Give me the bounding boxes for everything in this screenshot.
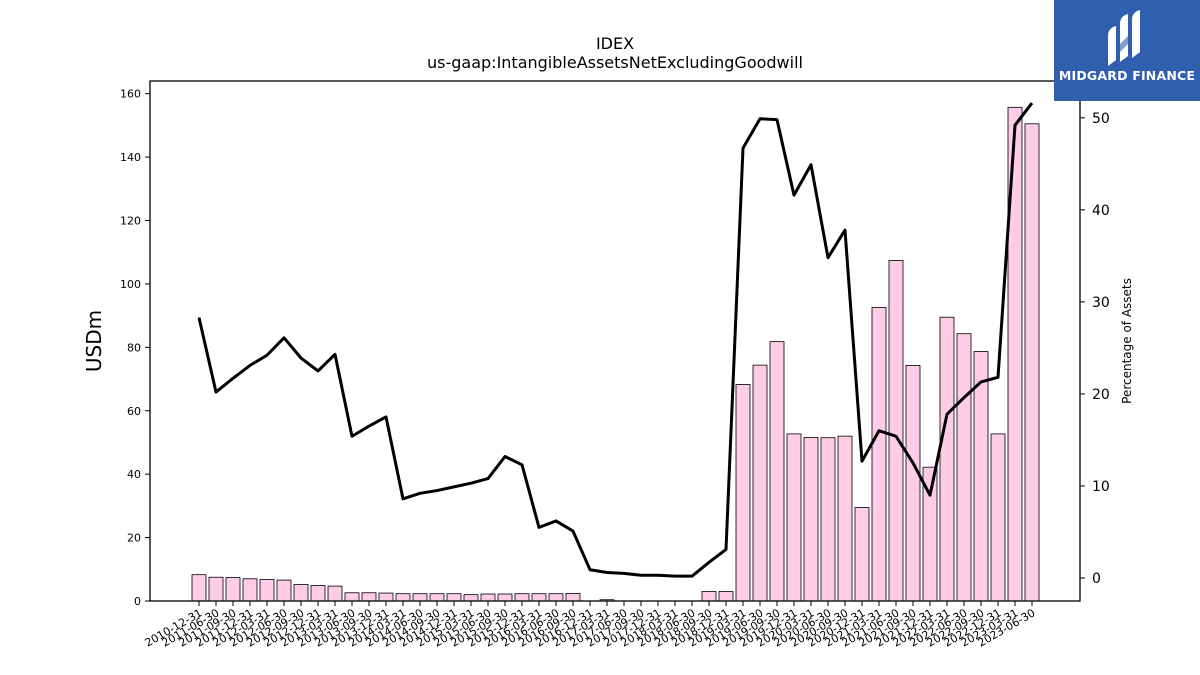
y-tick-label: 80 — [127, 341, 141, 354]
bar — [412, 593, 428, 602]
bar — [480, 593, 496, 602]
bar — [837, 435, 853, 602]
bar — [191, 574, 207, 602]
bar — [939, 316, 955, 602]
bar — [905, 365, 921, 602]
bar — [888, 260, 904, 602]
bar — [871, 306, 887, 602]
bar — [242, 578, 258, 602]
y2-tick-label: 50 — [1092, 111, 1110, 127]
bar — [752, 364, 768, 602]
y-tick-label: 20 — [127, 532, 141, 545]
y-tick-label: 100 — [120, 278, 141, 291]
bar — [718, 591, 734, 602]
bar — [701, 591, 717, 602]
bar — [854, 507, 870, 602]
y-tick-label: 0 — [134, 595, 141, 608]
bar — [803, 436, 819, 602]
bar — [446, 593, 462, 602]
bar — [344, 592, 360, 602]
bar — [548, 593, 564, 602]
bar — [973, 351, 989, 602]
plot-frame — [149, 80, 1081, 602]
y2-tick-label: 30 — [1092, 295, 1110, 311]
x-axis: 2010-12-312011-06-302011-09-302011-12-31… — [143, 601, 1038, 650]
y-tick-label: 60 — [127, 405, 141, 418]
y-tick-label: 160 — [120, 88, 141, 101]
bar — [463, 594, 479, 602]
chart-subtitle: us-gaap:IntangibleAssetsNetExcludingGood… — [427, 53, 803, 72]
bar-series — [191, 106, 1040, 602]
bar — [259, 579, 275, 602]
y-tick-label: 120 — [120, 215, 141, 228]
logo-text: MIDGARD FINANCE — [1058, 68, 1196, 83]
bar — [395, 593, 411, 602]
bar — [225, 577, 241, 602]
y-axis-label: USDm — [82, 310, 106, 372]
bar — [276, 579, 292, 602]
bar — [1024, 123, 1040, 602]
y2-tick-label: 40 — [1092, 203, 1110, 219]
y-axis-left: 0 20 40 60 80 100 120 140 160 — [120, 88, 150, 608]
bar — [361, 592, 377, 602]
bar — [531, 593, 547, 602]
logo-mark-icon — [1108, 10, 1140, 66]
bar — [990, 433, 1006, 602]
bar — [429, 593, 445, 602]
bar — [378, 592, 394, 602]
bar — [769, 341, 785, 602]
bar — [327, 585, 343, 602]
bar — [514, 593, 530, 602]
y-tick-label: 40 — [127, 468, 141, 481]
percentage-line — [197, 102, 1034, 578]
bar — [497, 593, 513, 602]
bar — [310, 585, 326, 602]
y2-tick-label: 0 — [1092, 571, 1101, 587]
bar — [208, 576, 224, 602]
bar — [293, 584, 309, 602]
bar — [735, 384, 751, 602]
chart-title: IDEX — [596, 34, 634, 53]
brand-logo: MIDGARD FINANCE — [1054, 0, 1200, 101]
bar — [786, 433, 802, 602]
y-tick-label: 140 — [120, 151, 141, 164]
y-axis-right: 0 10 20 30 40 50 — [1080, 111, 1110, 587]
bar — [565, 592, 581, 602]
bar — [956, 333, 972, 602]
y2-tick-label: 20 — [1092, 387, 1110, 403]
y2-axis-label: Percentage of Assets — [1120, 278, 1134, 404]
bar — [820, 437, 836, 602]
y2-tick-label: 10 — [1092, 479, 1110, 495]
